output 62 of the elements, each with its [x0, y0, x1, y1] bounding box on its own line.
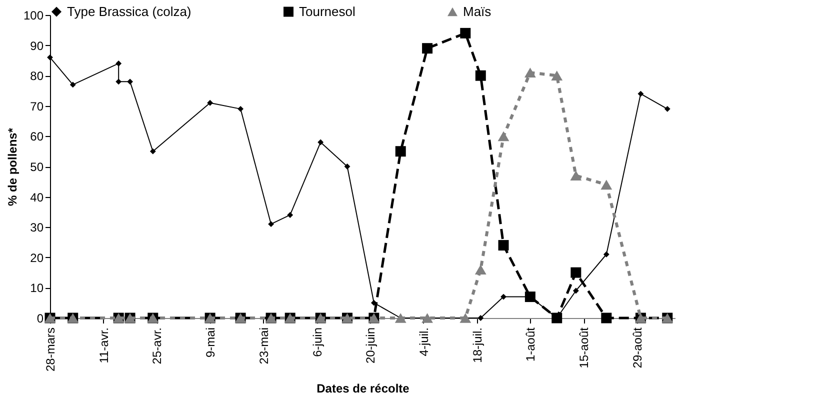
x-tick-label: 11-avr. [96, 328, 111, 364]
point [395, 146, 406, 157]
y-tick-label: 40 [30, 190, 44, 204]
x-tick-label: 29-août [630, 326, 644, 368]
point [551, 70, 563, 81]
point [474, 264, 486, 274]
point [524, 68, 536, 78]
point [638, 90, 644, 97]
point [664, 106, 670, 112]
point [422, 313, 433, 323]
point [422, 43, 433, 54]
point [500, 294, 506, 300]
point [47, 54, 53, 60]
y-tick-label: 50 [30, 160, 44, 174]
x-tick-label: 9-mai [204, 328, 218, 358]
point [394, 313, 406, 323]
point [498, 131, 510, 142]
y-tick-label: 80 [30, 69, 44, 84]
y-tick-label: 0 [36, 312, 44, 326]
point [570, 267, 582, 278]
legend-label: Maïs [463, 4, 492, 19]
point [460, 28, 471, 38]
y-tick-label: 90 [30, 38, 44, 53]
y-tick-label: 100 [23, 8, 44, 22]
point [116, 78, 122, 85]
point [344, 164, 350, 170]
y-tick-label: 20 [30, 250, 44, 265]
point [70, 82, 76, 88]
point [127, 78, 133, 85]
point [601, 312, 612, 324]
point [207, 100, 214, 106]
x-tick-label: 23-mai [256, 328, 271, 364]
y-tick-label: 60 [30, 130, 44, 144]
point [572, 288, 579, 294]
x-tick-label: 15-août [577, 326, 592, 368]
point [460, 313, 472, 323]
point [238, 106, 244, 112]
x-tick-label: 1-août [524, 326, 538, 362]
legend-label: Type Brassica (colza) [67, 4, 192, 19]
x-tick-label: 18-juil. [470, 328, 484, 363]
point [478, 315, 484, 321]
point [116, 60, 122, 66]
y-axis-title: % de pollens* [5, 128, 20, 206]
x-tick-label: 6-juin [310, 328, 324, 357]
x-tick-label: 28-mars [44, 328, 58, 372]
x-axis-title: Dates de récolte [316, 382, 410, 396]
x-tick-label: 20-juin [364, 328, 378, 364]
legend-label: Tournesol [299, 4, 356, 19]
point [268, 221, 274, 228]
point [600, 180, 612, 190]
point [318, 139, 324, 146]
point [475, 70, 486, 81]
point [603, 251, 610, 258]
x-tick-label: 25-avr. [150, 328, 164, 364]
point [498, 240, 509, 251]
point [570, 170, 582, 181]
y-tick-label: 70 [30, 99, 44, 114]
y-tick-label: 30 [30, 220, 44, 235]
point [150, 148, 156, 154]
x-tick-label: 4-juil. [416, 328, 431, 356]
point [287, 212, 294, 218]
y-tick-label: 10 [30, 281, 44, 296]
